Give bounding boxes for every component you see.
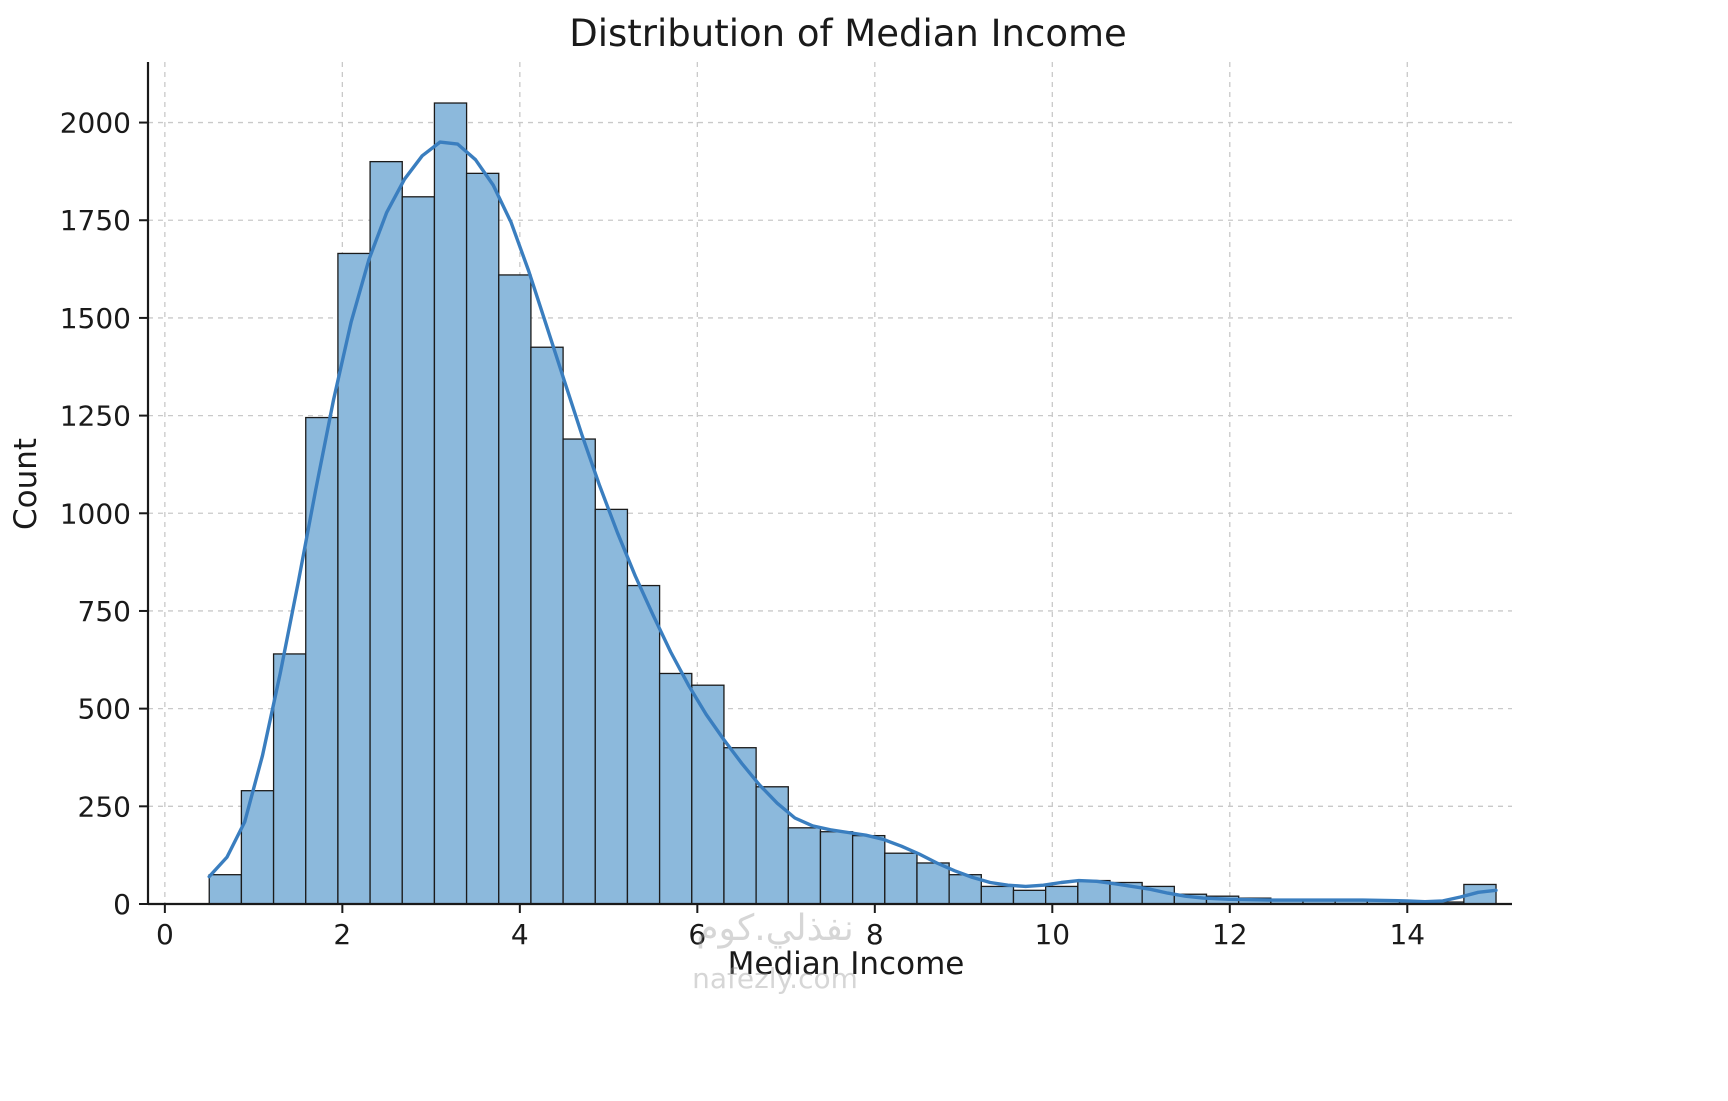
chart-title: Distribution of Median Income bbox=[569, 12, 1127, 55]
kde-curve bbox=[207, 140, 1498, 904]
axes-layer bbox=[146, 62, 1512, 906]
histogram-bar bbox=[498, 274, 532, 905]
x-tick-label: 2 bbox=[333, 918, 351, 951]
histogram-bar bbox=[851, 834, 886, 905]
histogram-bar bbox=[626, 584, 661, 905]
histogram-bar bbox=[819, 831, 854, 905]
histogram-bar bbox=[1012, 889, 1047, 905]
y-axis-label: Count bbox=[8, 438, 44, 530]
histogram-bar bbox=[691, 684, 725, 905]
tick-layer: 0 2 4 6 8 10 12 14 0 250 500 750 1000 1250 1500 1750 200… bbox=[60, 107, 1425, 951]
x-tick-label: 14 bbox=[1389, 918, 1425, 951]
y-tick-label: 2000 bbox=[60, 107, 131, 140]
histogram-bar bbox=[723, 747, 757, 905]
kde-layer bbox=[207, 140, 1498, 904]
histogram-bar bbox=[562, 438, 596, 905]
histogram-bar bbox=[369, 160, 403, 905]
y-tick-label: 500 bbox=[78, 693, 131, 726]
histogram-bar bbox=[272, 653, 307, 905]
histogram-bar bbox=[787, 827, 822, 905]
histogram-bar bbox=[240, 790, 275, 905]
y-tick-label: 750 bbox=[78, 595, 131, 628]
x-tick-label: 8 bbox=[866, 918, 884, 951]
y-tick-label: 250 bbox=[78, 790, 131, 823]
histogram-bar bbox=[401, 196, 436, 905]
histogram-bar bbox=[980, 885, 1015, 905]
grid-layer bbox=[148, 62, 1512, 905]
histogram-bar bbox=[755, 786, 789, 905]
histogram-bar bbox=[208, 874, 243, 905]
histogram-bar bbox=[305, 416, 339, 905]
histogram-bar bbox=[433, 102, 468, 905]
histogram-bar bbox=[465, 172, 500, 905]
y-tick-label: 1250 bbox=[60, 400, 131, 433]
histogram-bar bbox=[884, 852, 918, 905]
x-tick-label: 10 bbox=[1034, 918, 1070, 951]
y-tick-label: 1750 bbox=[60, 204, 131, 237]
histogram-bar bbox=[658, 672, 693, 905]
x-tick-label: 12 bbox=[1212, 918, 1248, 951]
histogram-bar bbox=[530, 346, 564, 905]
histogram-bar bbox=[594, 508, 629, 905]
x-tick-label: 0 bbox=[156, 918, 174, 951]
watermark-site-text: nafezly.com bbox=[692, 962, 858, 995]
y-tick-label: 0 bbox=[113, 888, 131, 921]
histogram-bar bbox=[1044, 885, 1079, 905]
bars-layer bbox=[208, 102, 1497, 905]
x-tick-label: 6 bbox=[688, 918, 706, 951]
x-axis-label: Median Income bbox=[728, 946, 965, 982]
x-tick-label: 4 bbox=[511, 918, 529, 951]
y-tick-label: 1500 bbox=[60, 302, 131, 335]
watermark: نفذلي.كوم nafezly.com bbox=[692, 908, 858, 995]
histogram-bar bbox=[337, 252, 371, 905]
y-tick-label: 1000 bbox=[60, 497, 131, 530]
watermark-arabic-text: نفذلي.كوم bbox=[696, 908, 854, 949]
histogram-bar bbox=[916, 862, 950, 905]
